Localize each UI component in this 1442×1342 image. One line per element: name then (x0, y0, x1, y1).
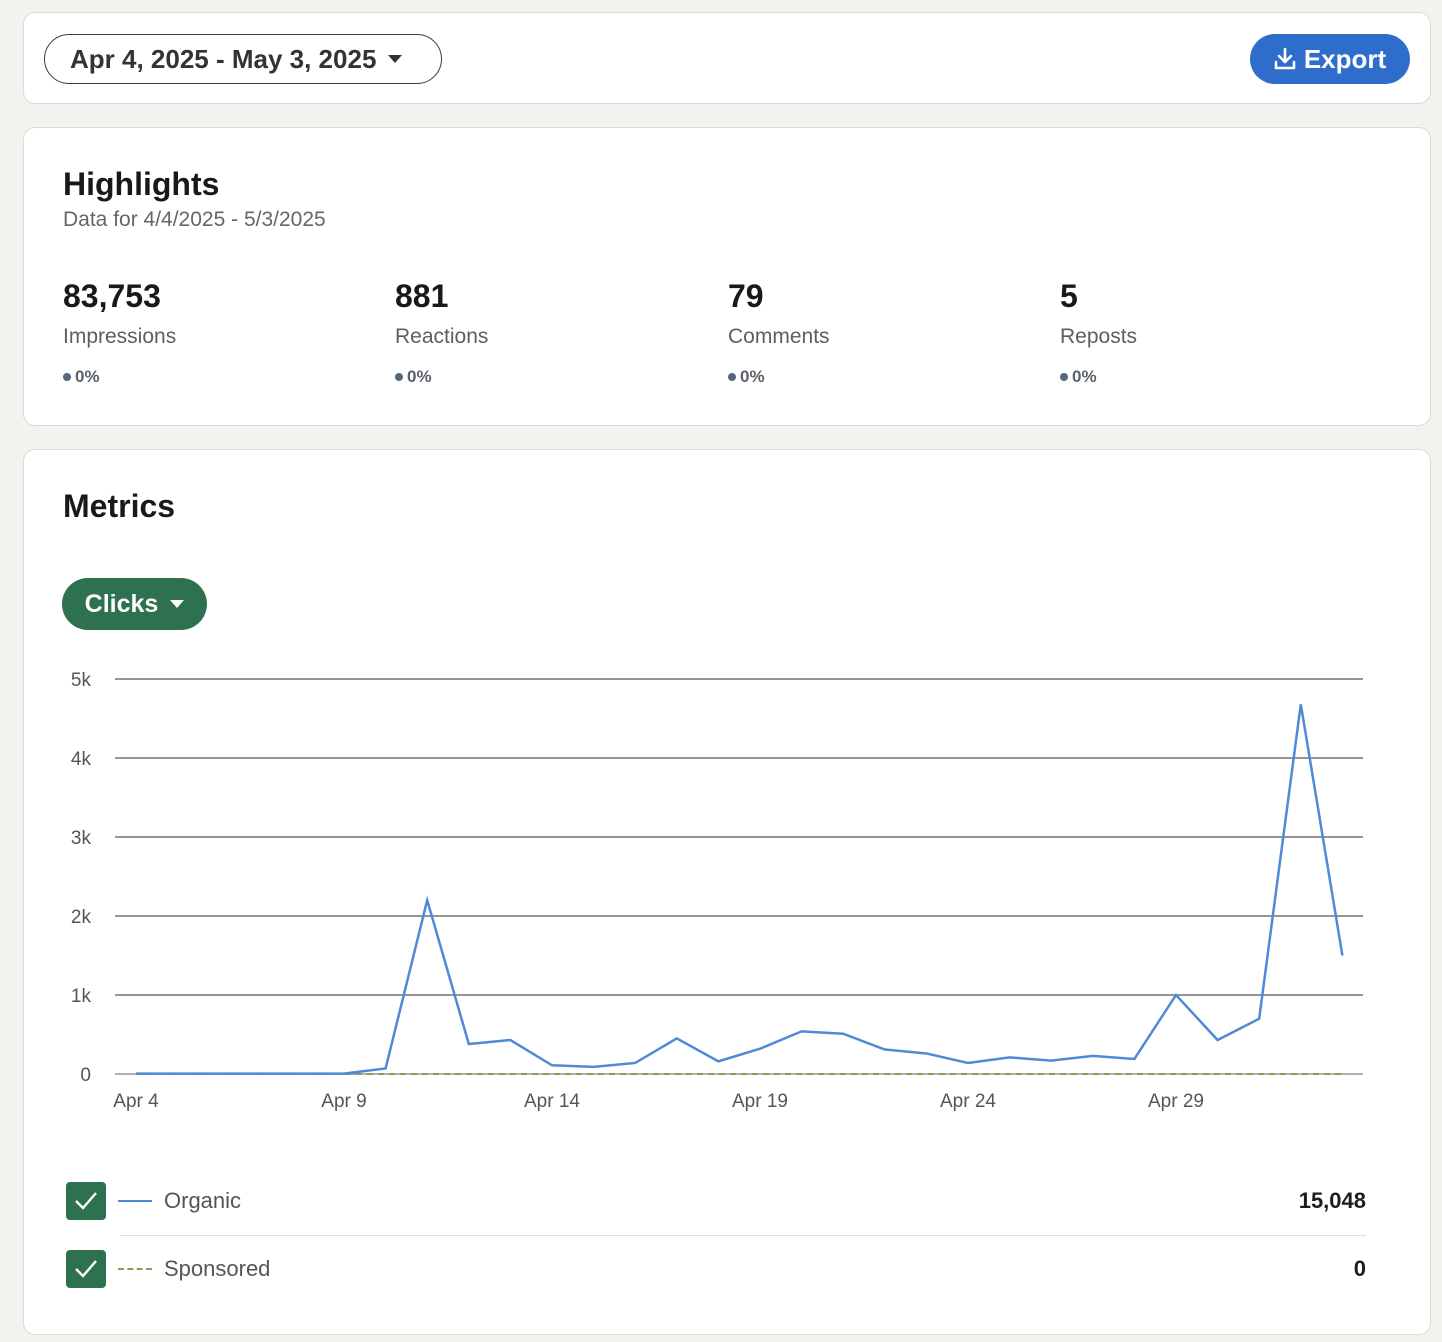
export-label: Export (1303, 43, 1387, 74)
y-tick-label: 4k (71, 749, 92, 770)
sponsored-line-swatch (118, 1268, 152, 1270)
organic-line-swatch (118, 1200, 152, 1202)
highlights-title: Highlights (63, 166, 220, 202)
x-tick-label: Apr 29 (1148, 1091, 1204, 1112)
stat-change: 0% (728, 367, 1028, 387)
legend-total: 15,048 (1298, 1188, 1366, 1213)
stat-label: Impressions (63, 325, 177, 348)
stat-value: 5 (1060, 278, 1078, 314)
metric-selector-button[interactable]: Clicks (62, 578, 207, 630)
metrics-title: Metrics (63, 488, 176, 524)
checkmark-icon (75, 1260, 97, 1278)
stat-change: 0% (395, 367, 695, 387)
x-tick-label: Apr 24 (940, 1091, 996, 1112)
x-tick-label: Apr 19 (732, 1091, 788, 1112)
stat-reposts: 5 Reposts 0% (1060, 278, 1360, 387)
download-icon (1274, 47, 1296, 70)
toolbar-card: Apr 4, 2025 - May 3, 2025 Export (23, 12, 1431, 104)
y-tick-label: 5k (71, 670, 92, 691)
stat-change-value: 0% (1072, 367, 1097, 386)
date-range-label: Apr 4, 2025 - May 3, 2025 (70, 43, 377, 74)
x-tick-label: Apr 9 (321, 1091, 366, 1112)
y-tick-label: 3k (71, 828, 92, 849)
y-tick-label: 1k (71, 986, 92, 1007)
x-tick-label: Apr 4 (113, 1091, 159, 1112)
organic-checkbox[interactable] (66, 1182, 106, 1220)
stat-value: 79 (728, 278, 764, 314)
stat-change-value: 0% (75, 367, 100, 386)
legend-total: 0 (1353, 1256, 1366, 1281)
stat-value: 83,753 (63, 278, 161, 314)
clicks-line-chart: 0 1k 2k 3k 4k 5k Apr 4 Apr 9 Apr 14 Apr 19 Apr 24 A… (71, 670, 1363, 1112)
stat-reactions: 881 Reactions 0% (395, 278, 695, 387)
export-button[interactable]: Export (1250, 34, 1410, 84)
neutral-dot-icon (1060, 373, 1068, 381)
metrics-card: Metrics Clicks 0 1k 2k 3k 4k 5k Apr 4 Apr 9 Apr … (23, 449, 1431, 1335)
y-tick-label: 0 (80, 1065, 91, 1086)
highlights-subtitle: Data for 4/4/2025 - 5/3/2025 (63, 208, 326, 231)
stat-change: 0% (1060, 367, 1360, 387)
stat-value: 881 (395, 278, 449, 314)
legend-label: Sponsored (164, 1256, 271, 1281)
organic-series-line (136, 704, 1344, 1075)
date-range-button[interactable]: Apr 4, 2025 - May 3, 2025 (44, 34, 442, 84)
metric-selector-label: Clicks (84, 589, 159, 618)
legend-sponsored: Sponsored 0 (66, 1249, 1366, 1289)
chevron-down-icon (388, 55, 403, 63)
x-tick-label: Apr 14 (524, 1091, 580, 1112)
legend-organic: Organic 15,048 (66, 1181, 1366, 1221)
stat-change: 0% (63, 367, 363, 387)
stat-label: Comments (728, 325, 830, 348)
neutral-dot-icon (63, 373, 71, 381)
y-tick-label: 2k (71, 907, 92, 928)
stat-label: Reposts (1060, 325, 1138, 348)
neutral-dot-icon (395, 373, 403, 381)
chevron-down-icon (170, 600, 185, 608)
legend-label: Organic (164, 1188, 242, 1213)
neutral-dot-icon (728, 373, 736, 381)
stat-impressions: 83,753 Impressions 0% (63, 278, 363, 387)
checkmark-icon (75, 1192, 97, 1210)
stat-change-value: 0% (740, 367, 765, 386)
highlights-card: Highlights Data for 4/4/2025 - 5/3/2025 … (23, 127, 1431, 426)
legend-divider (120, 1235, 1366, 1236)
stat-comments: 79 Comments 0% (728, 278, 1028, 387)
stat-label: Reactions (395, 325, 489, 348)
stat-change-value: 0% (407, 367, 432, 386)
sponsored-checkbox[interactable] (66, 1250, 106, 1288)
